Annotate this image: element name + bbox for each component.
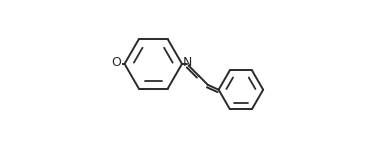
Text: O: O	[112, 56, 122, 69]
Text: N: N	[183, 56, 192, 69]
